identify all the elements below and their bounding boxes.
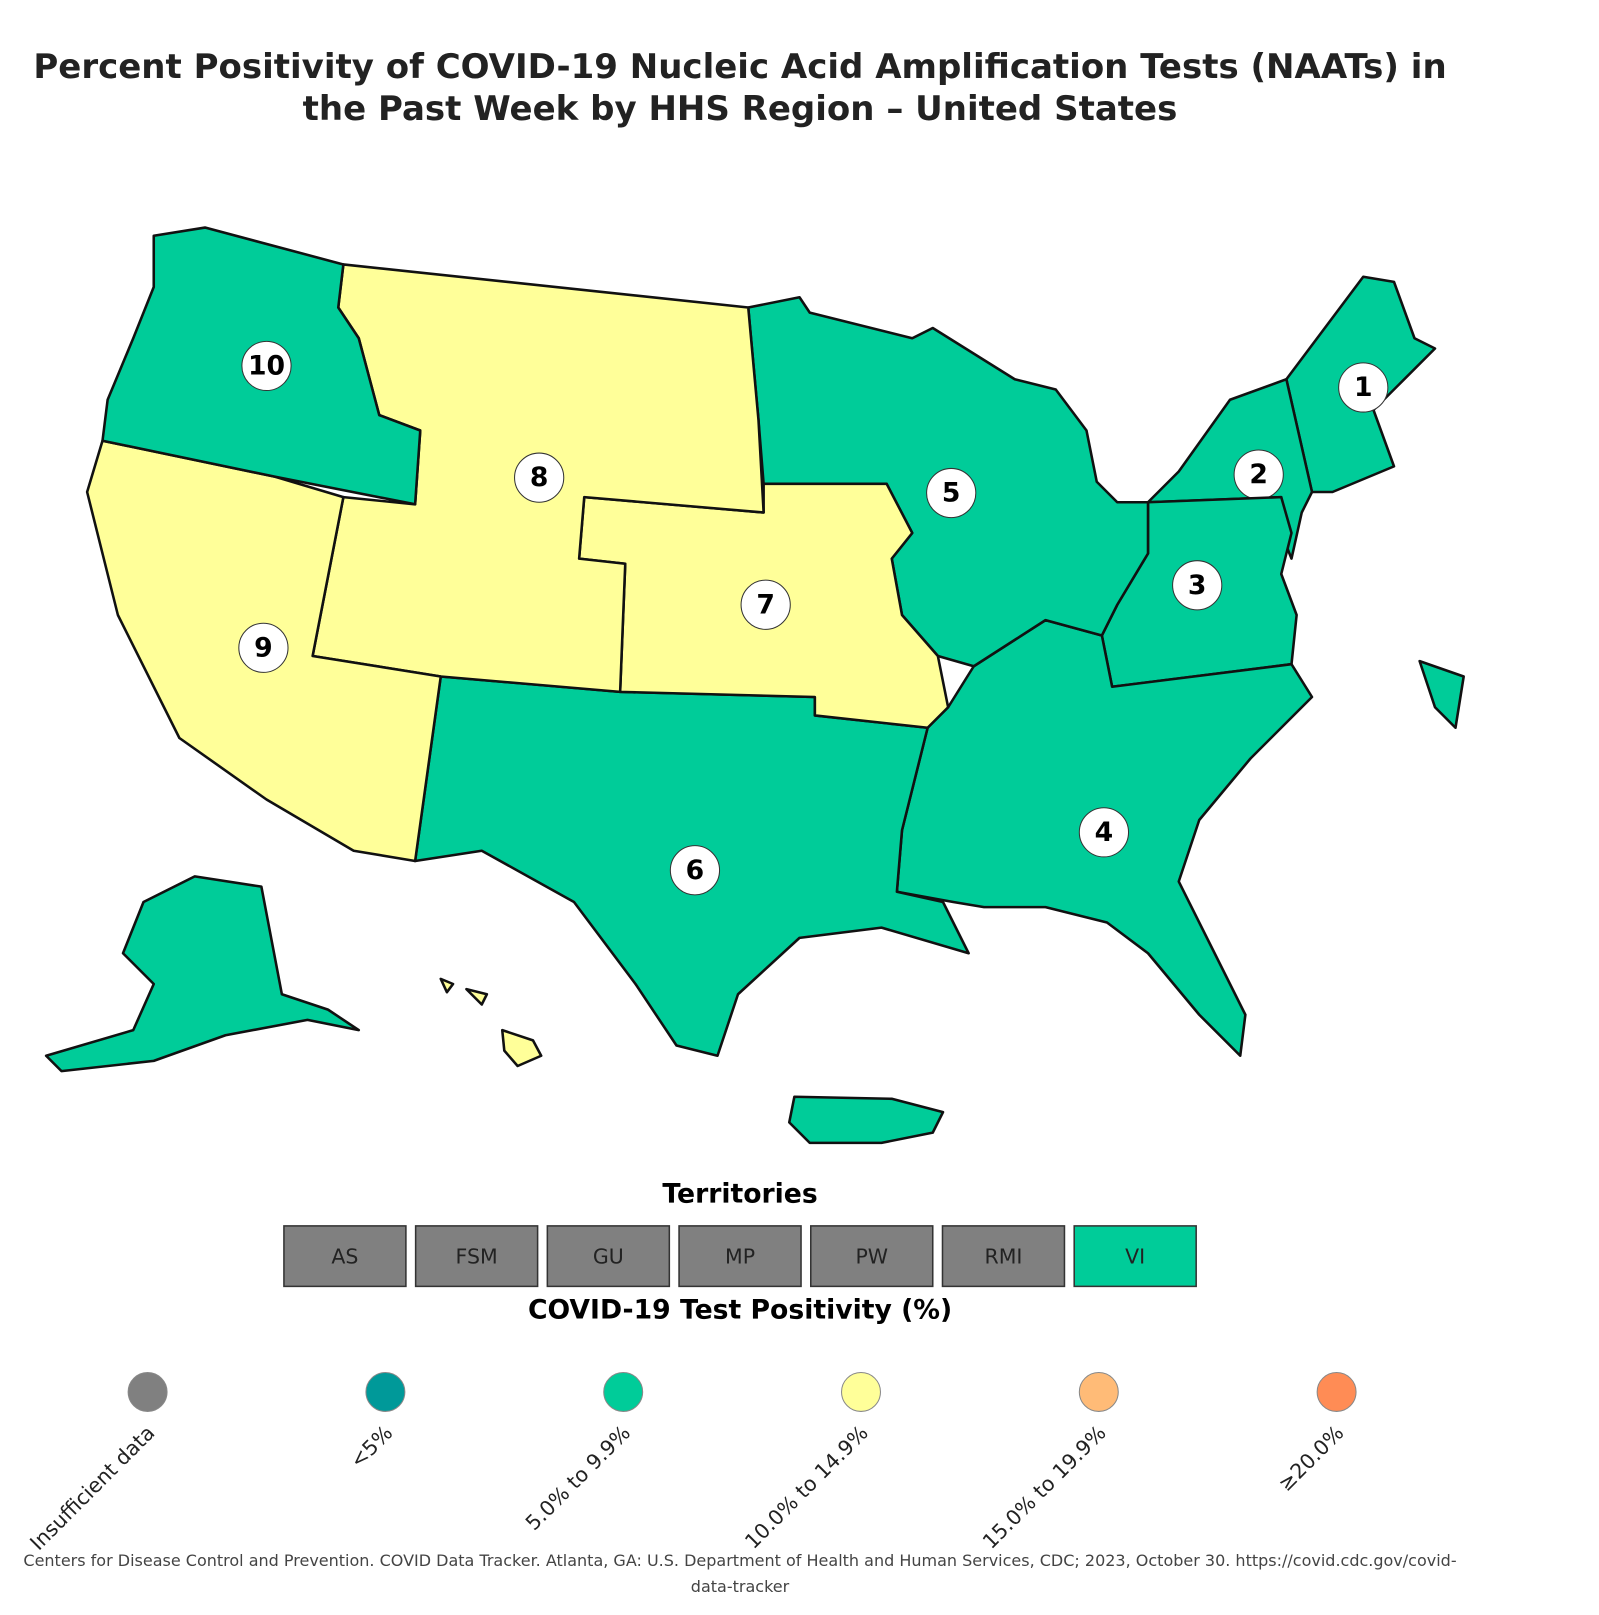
legend-label: <5% xyxy=(345,1421,397,1473)
region-label: 8 xyxy=(530,462,549,493)
region-marker xyxy=(926,467,977,519)
hhs-region: 4 xyxy=(895,618,1314,1058)
hhs-region: 6 xyxy=(413,675,970,1058)
hhs-region: 5 xyxy=(746,295,1150,668)
legend-swatch xyxy=(1078,1371,1119,1412)
region-shape xyxy=(787,1095,945,1145)
region-marker xyxy=(238,622,289,673)
region-shape xyxy=(439,977,455,994)
legend-swatch xyxy=(841,1371,881,1412)
territory-label: PW xyxy=(855,1245,888,1269)
source: Centers for Disease Control and Preventi… xyxy=(23,1551,1457,1596)
territory-label: AS xyxy=(331,1245,358,1269)
region-label: 10 xyxy=(248,350,285,381)
territory-box xyxy=(414,1225,539,1288)
region-shape xyxy=(500,1028,543,1068)
title: Percent Positivity of COVID-19 Nucleic A… xyxy=(33,47,1447,129)
legend-label: Insufficient data xyxy=(25,1421,159,1555)
region-label: 2 xyxy=(1249,459,1268,490)
region-marker xyxy=(740,579,791,630)
legend-swatch xyxy=(603,1371,644,1412)
hhs-region: 7 xyxy=(577,482,950,730)
territory-label: VI xyxy=(1125,1245,1145,1269)
region-marker xyxy=(1338,362,1389,413)
region-marker xyxy=(514,452,565,503)
hhs-region: 10 xyxy=(44,226,422,1073)
region-label: 5 xyxy=(942,478,961,509)
hhs-region: 2 xyxy=(787,377,1465,1145)
territory-box xyxy=(546,1225,671,1288)
hhs-region: 1 xyxy=(1285,275,1437,494)
region-marker xyxy=(1172,560,1223,611)
legend-label: ≥20.0% xyxy=(1273,1421,1348,1496)
territories-title: Territories xyxy=(662,1179,817,1210)
territory-box xyxy=(941,1225,1066,1288)
legend-label: 15.0% to 19.9% xyxy=(978,1421,1111,1554)
region-label: 6 xyxy=(686,855,705,886)
region-shape xyxy=(465,987,489,1006)
region-marker xyxy=(669,845,721,896)
region-marker xyxy=(241,340,292,392)
territory-label: FSM xyxy=(456,1245,498,1269)
region-label: 1 xyxy=(1354,372,1373,403)
territory-label: RMI xyxy=(984,1245,1022,1269)
legend-swatch xyxy=(365,1371,406,1412)
region-shape xyxy=(44,875,361,1073)
territory-box xyxy=(678,1225,802,1288)
legend-title: COVID-19 Test Positivity (%) xyxy=(528,1294,952,1325)
region-label: 7 xyxy=(756,589,775,620)
legend-label: 10.0% to 14.9% xyxy=(740,1421,873,1554)
region-label: 9 xyxy=(254,632,273,663)
territory-label: GU xyxy=(593,1245,624,1269)
territory-label: MP xyxy=(725,1245,755,1269)
region-label: 4 xyxy=(1095,817,1114,848)
territory-box xyxy=(283,1225,407,1288)
legend-label: 5.0% to 9.9% xyxy=(521,1421,635,1535)
legend-swatch xyxy=(1316,1371,1357,1412)
territory-box xyxy=(810,1225,934,1288)
region-shape xyxy=(1418,659,1465,730)
hhs-region: 3 xyxy=(1100,495,1298,689)
territory-box xyxy=(1073,1225,1197,1288)
region-marker xyxy=(1078,807,1130,858)
region-label: 3 xyxy=(1188,570,1207,601)
legend-swatch xyxy=(127,1371,168,1412)
hhs-region: 9 xyxy=(85,439,543,1068)
